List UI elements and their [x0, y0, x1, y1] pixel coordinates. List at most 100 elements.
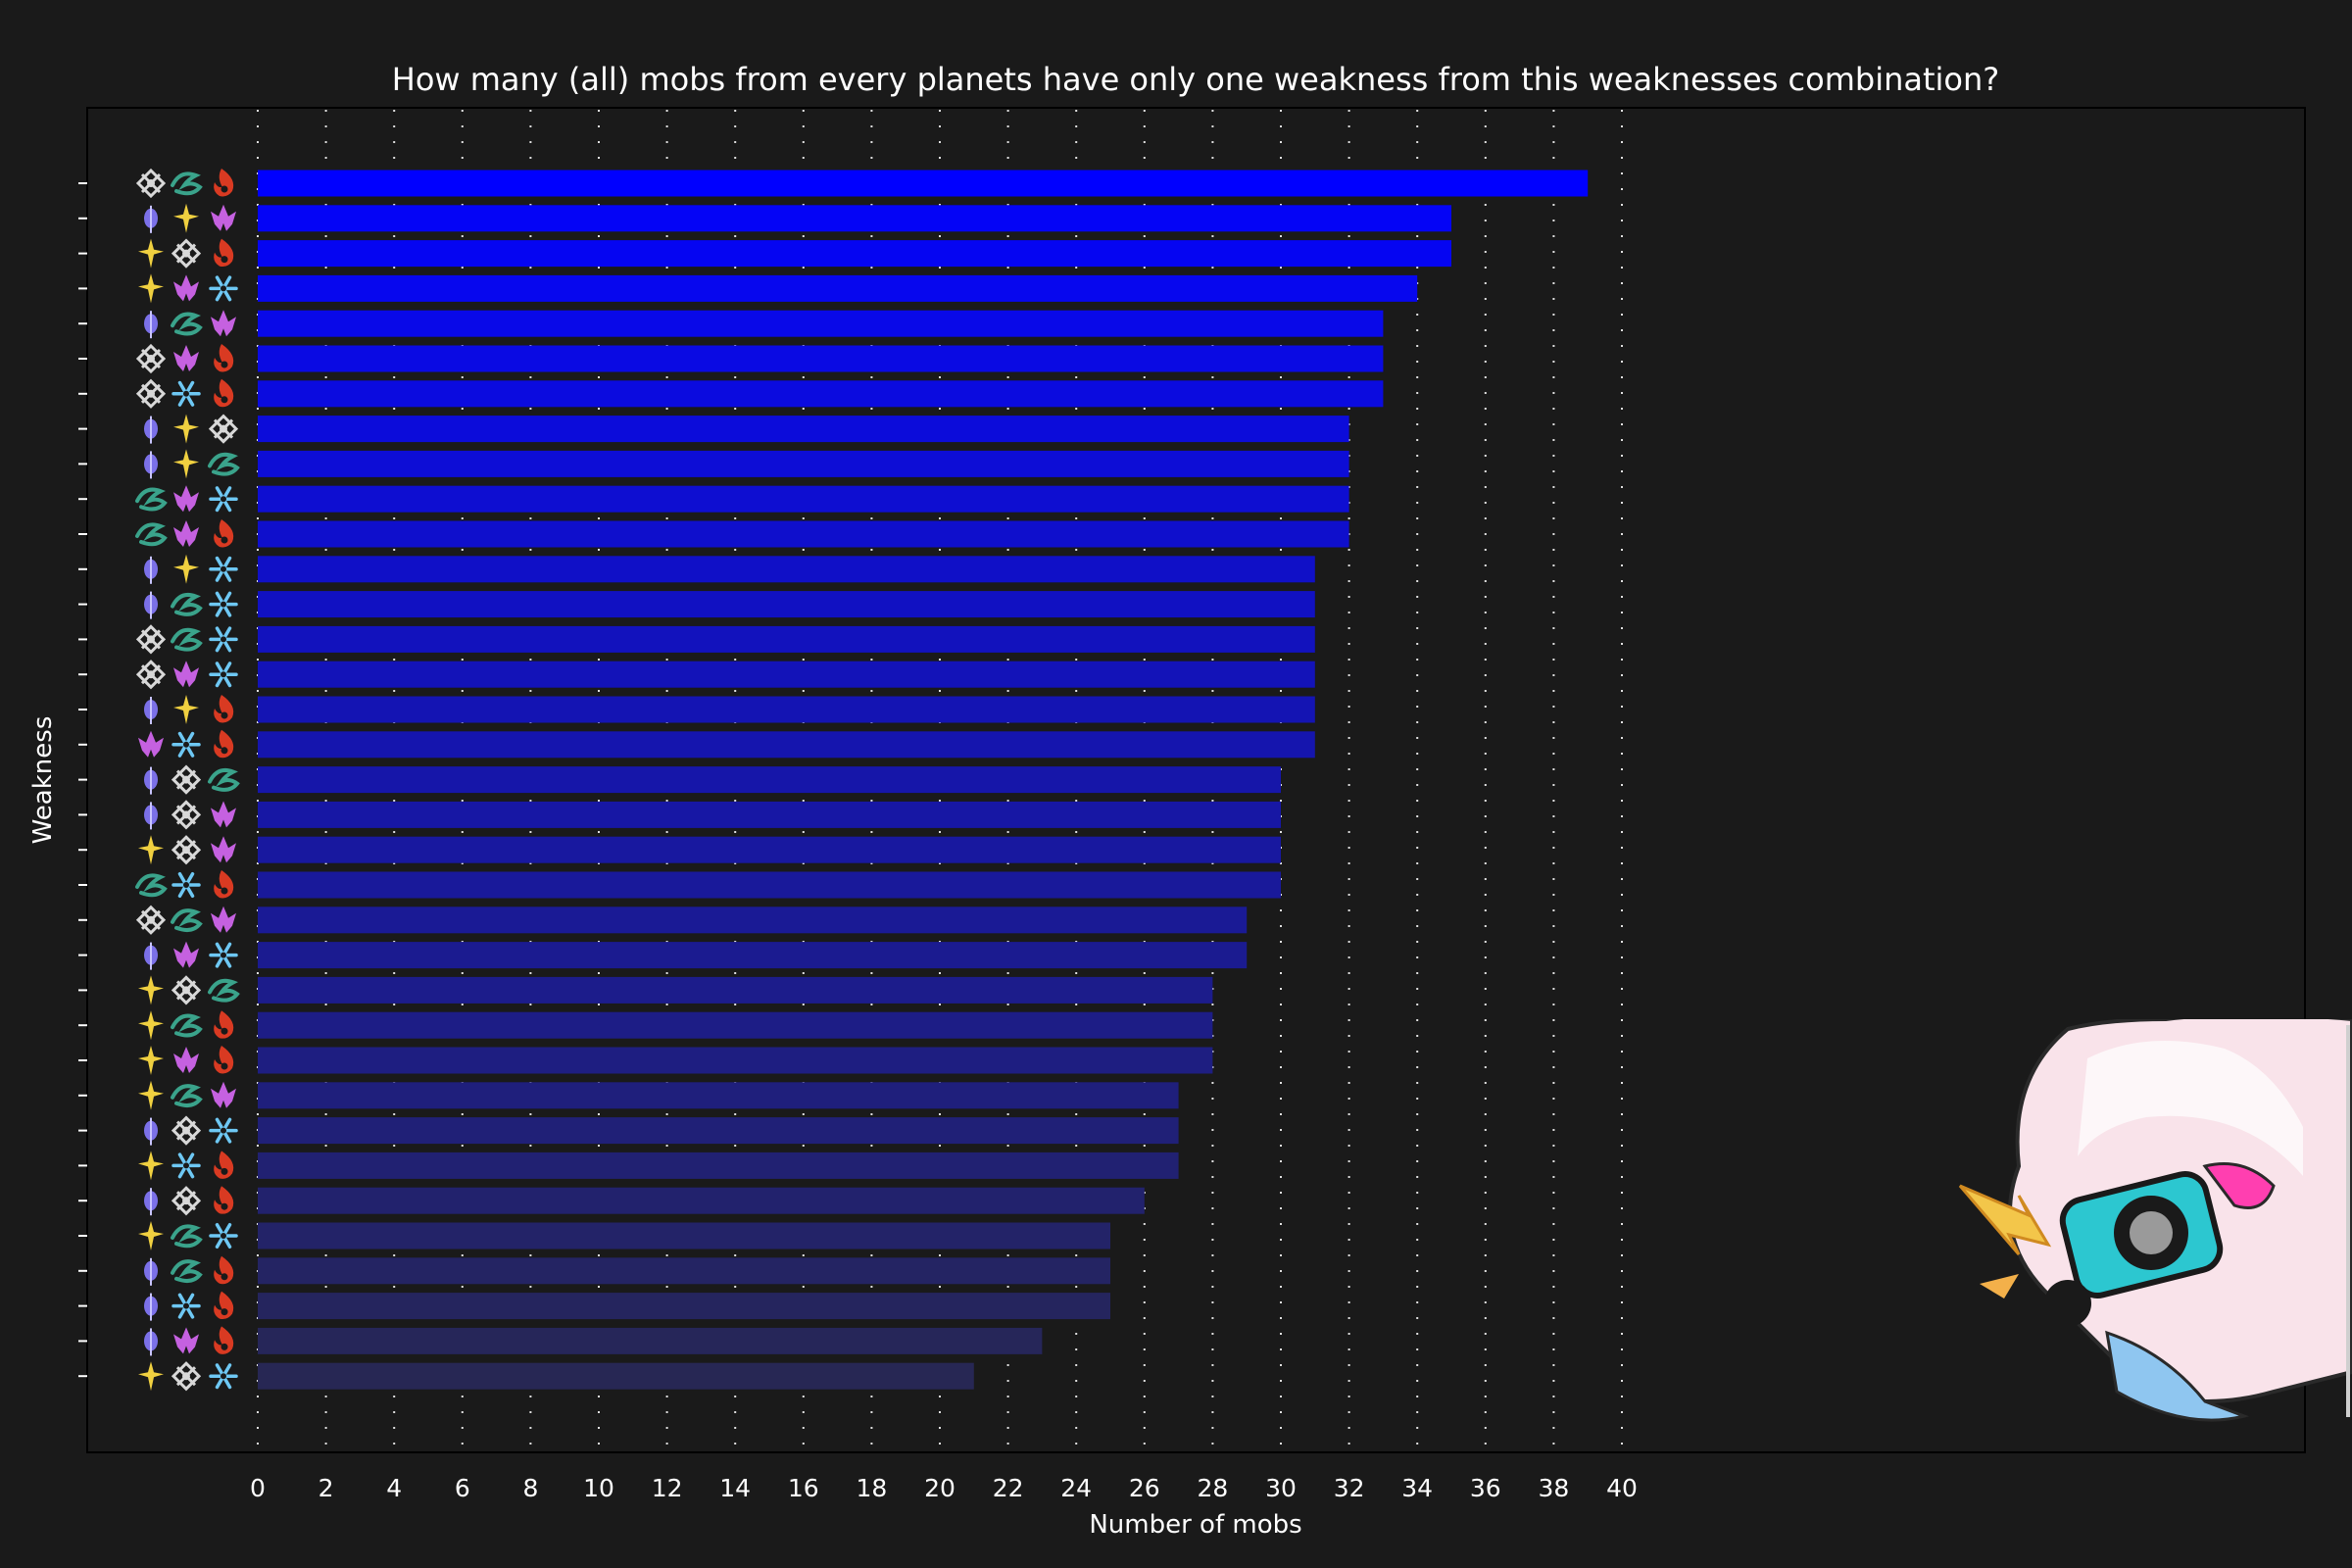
quantum-icon	[144, 697, 158, 724]
imaginary-icon	[173, 203, 199, 233]
quantum-icon	[144, 556, 158, 584]
quantum-icon	[144, 205, 158, 233]
bars	[258, 170, 1589, 1390]
bar	[258, 836, 1281, 863]
imaginary-icon	[138, 1010, 164, 1041]
x-tick-label: 22	[993, 1474, 1024, 1502]
physical-icon	[171, 1186, 202, 1216]
fire-icon	[214, 169, 234, 197]
fire-icon	[214, 344, 234, 372]
imaginary-icon	[138, 1151, 164, 1181]
x-tick-label: 0	[250, 1474, 266, 1502]
lightning-icon	[211, 204, 236, 231]
y-tick-label-icons	[135, 519, 234, 548]
wind-icon	[208, 978, 240, 1003]
imaginary-icon	[173, 449, 199, 479]
x-tick-label: 6	[455, 1474, 470, 1502]
wind-icon	[171, 1224, 203, 1249]
mascot-ribbon	[2105, 1330, 2250, 1422]
bar	[258, 731, 1315, 759]
wind-icon	[135, 873, 168, 898]
y-tick-label-icons	[144, 941, 238, 970]
x-tick-label: 36	[1470, 1474, 1501, 1502]
imaginary-icon	[173, 554, 199, 584]
lightning-icon	[211, 836, 236, 863]
wind-icon	[171, 172, 203, 196]
physical-icon	[135, 168, 167, 199]
wind-icon	[208, 452, 240, 476]
bar	[258, 1047, 1213, 1074]
bar	[258, 345, 1384, 372]
lightning-icon	[138, 730, 164, 758]
bar	[258, 1082, 1179, 1109]
y-tick-label-icons	[135, 624, 238, 655]
y-tick-label-icons	[144, 310, 236, 339]
y-tick-label-icons	[138, 975, 240, 1005]
ice-icon	[209, 1222, 238, 1250]
bar	[258, 485, 1349, 513]
quantum-icon	[144, 311, 158, 339]
quantum-icon	[144, 1328, 158, 1356]
fire-icon	[214, 238, 234, 268]
ice-icon	[172, 380, 201, 407]
bar	[258, 416, 1349, 443]
flash-spark-icon	[1980, 1274, 2019, 1298]
wind-icon	[171, 1259, 203, 1284]
wind-icon	[171, 908, 203, 933]
x-tick-label: 12	[652, 1474, 683, 1502]
fire-icon	[214, 1291, 234, 1320]
fire-icon	[214, 519, 234, 548]
bar	[258, 625, 1315, 653]
x-tick-label: 20	[924, 1474, 956, 1502]
y-tick-label-icons	[138, 835, 236, 865]
x-tick-label: 8	[522, 1474, 538, 1502]
y-tick-label-icons	[144, 695, 234, 724]
fire-icon	[214, 729, 234, 759]
y-axis-label: Weakness	[28, 716, 58, 845]
y-tick-label-icons	[135, 660, 238, 690]
flash-burst-icon	[1958, 1184, 2052, 1255]
fire-icon	[214, 1255, 234, 1285]
ice-icon	[209, 486, 238, 513]
wind-icon	[171, 312, 203, 336]
physical-icon	[208, 414, 239, 444]
y-tick-label-icons	[144, 203, 236, 233]
x-tick-label: 30	[1265, 1474, 1297, 1502]
bar	[258, 696, 1315, 723]
quantum-icon	[144, 766, 158, 795]
bar	[258, 310, 1384, 337]
y-tick-label-icons	[135, 168, 234, 199]
ice-icon	[209, 556, 238, 582]
y-tick-label-icons	[144, 764, 240, 795]
quantum-icon	[144, 802, 158, 830]
mascot-edge-line	[2346, 1025, 2350, 1417]
imaginary-icon	[138, 1361, 164, 1392]
y-tick-label-icons	[144, 554, 238, 584]
bar	[258, 1222, 1110, 1250]
bar	[258, 1362, 974, 1390]
x-tick-label: 4	[386, 1474, 402, 1502]
x-tick-label: 18	[856, 1474, 887, 1502]
y-tick-label-icons	[144, 1326, 234, 1356]
lightning-icon	[173, 520, 199, 547]
mascot-camera-strap	[2044, 1280, 2091, 1327]
imaginary-icon	[138, 1080, 164, 1110]
bar	[258, 1187, 1145, 1214]
y-tick-label-icons	[144, 414, 239, 444]
y-tick-label-icons	[135, 343, 234, 374]
imaginary-icon	[138, 1221, 164, 1250]
physical-icon	[171, 1115, 202, 1146]
imaginary-icon	[173, 695, 199, 724]
physical-icon	[171, 975, 202, 1005]
x-tick-label: 16	[788, 1474, 819, 1502]
mascot-camera-lens-inner	[2130, 1211, 2173, 1254]
fire-icon	[214, 1010, 234, 1039]
y-tick-label-icons	[138, 729, 234, 759]
y-tick-label-icons	[144, 1186, 234, 1216]
bar	[258, 170, 1589, 197]
x-tick-label: 38	[1538, 1474, 1569, 1502]
ice-icon	[209, 1117, 238, 1144]
imaginary-icon	[138, 1046, 164, 1075]
y-tick-label-icons	[135, 870, 234, 899]
